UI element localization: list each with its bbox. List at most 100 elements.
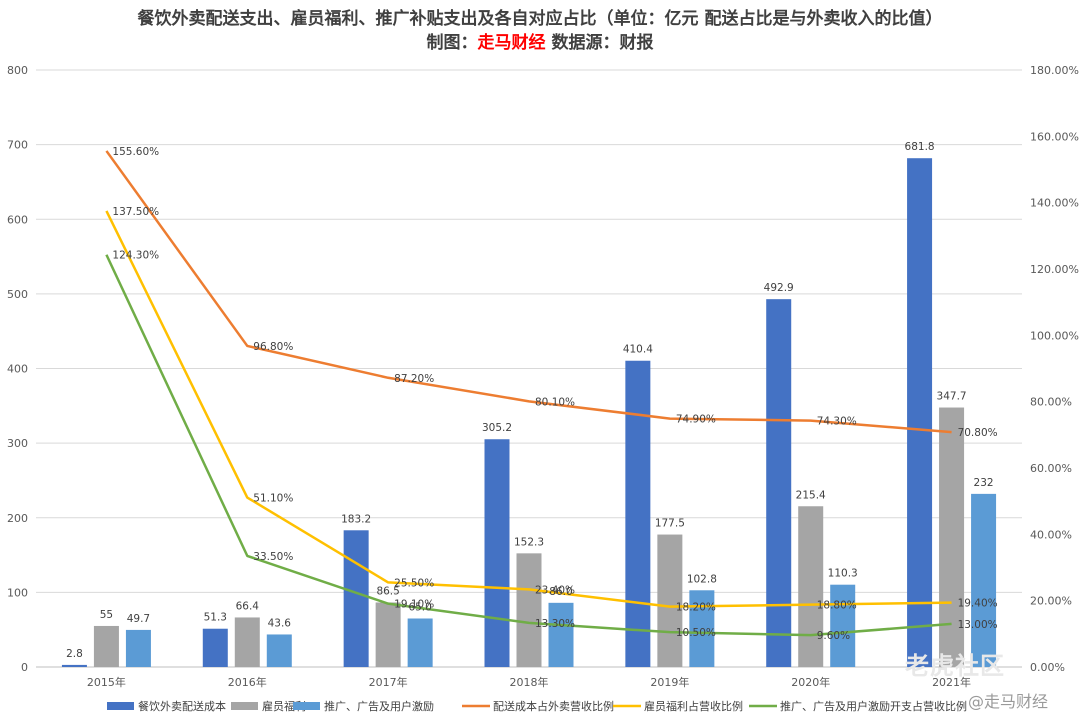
bar-data-label: 65.0 <box>408 601 431 613</box>
bar-data-label: 232 <box>974 477 994 489</box>
line-data-label: 137.50% <box>112 206 159 218</box>
line-data-label: 74.90% <box>676 414 716 426</box>
bar-data-label: 177.5 <box>655 518 685 530</box>
bar-data-label: 410.4 <box>623 344 653 356</box>
line-data-label: 80.10% <box>535 396 575 408</box>
bar <box>343 530 369 667</box>
line-data-label: 18.80% <box>817 600 857 612</box>
right-axis-tick-label: 20.00% <box>1030 595 1072 608</box>
left-axis-tick-label: 500 <box>7 288 28 301</box>
bar <box>657 534 683 667</box>
bar <box>484 439 510 667</box>
subtitle-author: 走马财经 <box>477 33 546 53</box>
bar <box>971 493 997 667</box>
line-data-label: 33.50% <box>253 551 293 563</box>
subtitle-source: 数据源：财报 <box>545 33 654 53</box>
right-axis-tick-label: 120.00% <box>1030 263 1079 276</box>
right-axis-tick-label: 100.00% <box>1030 329 1079 342</box>
bar <box>625 360 651 667</box>
right-axis-tick-label: 0.00% <box>1030 661 1065 674</box>
bar-data-label: 347.7 <box>937 391 967 403</box>
bar-data-label: 152.3 <box>514 536 544 548</box>
series-line <box>105 210 952 608</box>
right-axis-tick-label: 180.00% <box>1030 64 1079 77</box>
bar-data-label: 66.4 <box>236 600 260 612</box>
x-axis-tick-label: 2016年 <box>228 675 267 689</box>
bar-series <box>61 158 997 667</box>
x-axis-tick-label: 2015年 <box>87 675 126 689</box>
left-y-axis: 0 100 200 300 400 500 600 700 800 <box>7 64 28 674</box>
legend-label: 推广、广告及用户激励开支占营收比例 <box>780 699 967 713</box>
line-data-label: 10.50% <box>676 627 716 639</box>
left-axis-tick-label: 0 <box>21 661 28 674</box>
line-data-label: 155.60% <box>112 146 159 158</box>
right-axis-tick-label: 140.00% <box>1030 197 1079 210</box>
legend-label: 配送成本占外卖营收比例 <box>493 699 614 713</box>
bar <box>234 617 260 667</box>
line-data-label: 9.60% <box>817 630 850 642</box>
line-data-label: 18.20% <box>676 602 716 614</box>
x-axis-tick-label: 2019年 <box>650 675 689 689</box>
bar <box>61 664 87 667</box>
line-series <box>105 150 952 637</box>
x-axis: 2015年 2016年 2017年 2018年 2019年 2020年 2021年 <box>87 675 971 689</box>
left-axis-tick-label: 600 <box>7 213 28 226</box>
bar <box>266 634 292 667</box>
bar <box>766 299 792 667</box>
line-data-label: 13.00% <box>958 619 998 631</box>
bar-data-label: 681.8 <box>905 141 935 153</box>
legend-label: 推广、广告及用户激励 <box>324 699 434 713</box>
line-data-label: 70.80% <box>958 427 998 439</box>
subtitle-prefix: 制图： <box>426 33 478 53</box>
bar <box>407 618 433 667</box>
left-axis-tick-label: 400 <box>7 363 28 376</box>
bar <box>125 629 151 667</box>
bar-data-label: 215.4 <box>796 489 826 501</box>
line-data-label: 23.40% <box>535 584 575 596</box>
bar <box>202 628 228 667</box>
legend-label: 餐饮外卖配送成本 <box>138 699 226 713</box>
bar-data-label: 86.0 <box>549 586 572 598</box>
left-axis-tick-label: 300 <box>7 437 28 450</box>
legend-swatch <box>107 702 134 710</box>
bar-data-label: 86.5 <box>376 585 399 597</box>
bar <box>830 584 856 667</box>
bar <box>548 602 574 667</box>
bar <box>375 602 401 667</box>
line-data-label: 96.80% <box>253 341 293 353</box>
chart-title-block: 餐饮外卖配送支出、雇员福利、推广补贴支出及各自对应占比（单位：亿元 配送占比是与… <box>0 8 1080 54</box>
community-watermark: 老虎社区 <box>905 652 1005 680</box>
bar-data-label: 102.8 <box>687 573 717 585</box>
legend-swatch <box>231 702 258 710</box>
line-data-label: 13.30% <box>535 618 575 630</box>
data-labels: 2.8 51.3 183.2 305.2 410.4 492.9 681.8 55 66.4 86… <box>66 141 998 660</box>
line-data-label: 124.30% <box>112 250 159 262</box>
line-data-label: 87.20% <box>394 373 434 385</box>
bar <box>93 625 119 667</box>
right-axis-tick-label: 60.00% <box>1030 462 1072 475</box>
legend: 餐饮外卖配送成本 雇员福利 推广、广告及用户激励 配送成本占外卖营收比例 雇员福利占营收… <box>107 699 967 713</box>
bar <box>516 553 542 667</box>
bar-data-label: 492.9 <box>764 282 794 294</box>
legend-label: 雇员福利占营收比例 <box>644 699 743 713</box>
x-axis-tick-label: 2021年 <box>932 675 971 689</box>
left-axis-tick-label: 800 <box>7 64 28 77</box>
bar <box>907 158 933 667</box>
x-axis-tick-label: 2017年 <box>369 675 408 689</box>
x-axis-tick-label: 2020年 <box>791 675 830 689</box>
series-line <box>105 254 952 637</box>
chart-subtitle: 制图：走马财经 数据源：财报 <box>0 32 1080 54</box>
left-axis-tick-label: 200 <box>7 512 28 525</box>
line-data-label: 19.40% <box>958 598 998 610</box>
left-axis-tick-label: 100 <box>7 586 28 599</box>
bar-data-label: 49.7 <box>127 613 150 625</box>
bar-data-label: 43.6 <box>268 617 292 629</box>
legend-swatch <box>293 702 320 710</box>
bar <box>798 506 824 667</box>
bar-data-label: 2.8 <box>66 648 83 660</box>
line-data-label: 25.50% <box>394 577 434 589</box>
gridlines <box>36 69 1022 668</box>
left-axis-tick-label: 700 <box>7 139 28 152</box>
bar-data-label: 51.3 <box>204 612 227 624</box>
